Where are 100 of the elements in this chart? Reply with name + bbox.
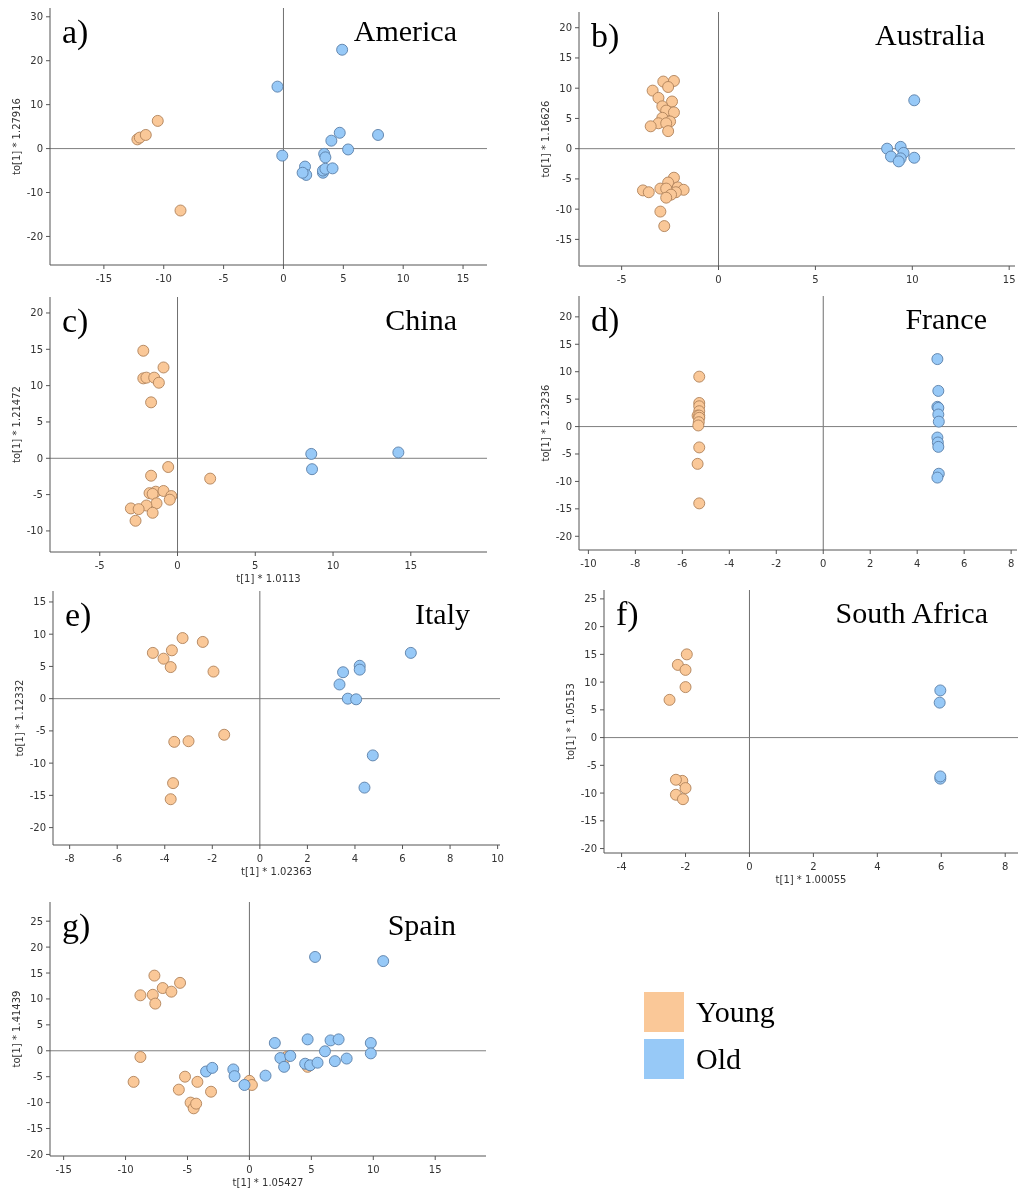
y-tick-label: -10 — [580, 787, 597, 799]
x-tick-label: 8 — [446, 853, 454, 864]
y-tick-label: 5 — [590, 704, 597, 716]
y-tick-label: 0 — [39, 693, 46, 705]
y-tick-label: -10 — [26, 1097, 43, 1109]
x-tick-label: -8 — [630, 558, 641, 569]
x-tick-label: 4 — [351, 853, 359, 864]
annotation: a) — [62, 13, 89, 51]
y-tick-label: -20 — [29, 822, 46, 834]
y-axis-title: to[1] * 1.12332 — [14, 679, 25, 757]
y-tick-label: 20 — [30, 941, 43, 953]
x-tick-label: -2 — [680, 861, 691, 872]
x-tick-label: 2 — [304, 853, 311, 864]
x-tick-label: 8 — [1002, 861, 1009, 872]
y-tick-label: 10 — [559, 82, 572, 94]
y-tick-label: 5 — [36, 416, 43, 428]
y-tick-label: 5 — [39, 660, 46, 672]
y-tick-label: 25 — [30, 915, 43, 927]
y-tick-label: -15 — [580, 815, 597, 827]
y-tick-label: 20 — [30, 307, 43, 319]
x-tick-label: 0 — [746, 861, 753, 872]
x-tick-label: 6 — [938, 861, 945, 872]
x-tick-label: 8 — [1007, 558, 1015, 569]
y-tick-label: 10 — [30, 993, 43, 1005]
y-tick-label: -5 — [33, 489, 43, 501]
y-axis-title: to[1] * 1.27916 — [11, 98, 22, 175]
x-tick-label: -5 — [94, 560, 105, 571]
y-tick-label: -15 — [26, 1123, 43, 1135]
y-tick-label: -20 — [26, 1148, 43, 1160]
chart-title: South Africa — [835, 596, 988, 629]
chart-title: America — [353, 14, 457, 47]
y-tick-label: 20 — [559, 311, 572, 323]
chart-title: France — [905, 302, 987, 335]
annotation: g) — [62, 907, 91, 945]
x-tick-label: 0 — [246, 1164, 253, 1175]
y-tick-label: 20 — [559, 22, 572, 34]
x-tick-label: -5 — [218, 273, 229, 284]
x-tick-label: 4 — [874, 861, 881, 872]
x-tick-label: 5 — [252, 560, 259, 571]
x-axis-title: t[1] * 1.00055 — [775, 874, 847, 885]
y-tick-label: 0 — [36, 452, 43, 464]
y-tick-label: 0 — [590, 732, 597, 744]
y-tick-label: 0 — [36, 1045, 43, 1057]
y-tick-label: -5 — [33, 1071, 43, 1083]
x-tick-label: 10 — [366, 1164, 380, 1175]
chart-title: Italy — [415, 597, 470, 630]
x-tick-label: -6 — [677, 558, 688, 569]
y-tick-label: 5 — [565, 393, 572, 405]
annotation: f) — [616, 595, 639, 633]
x-tick-label: 10 — [905, 274, 919, 285]
y-tick-label: -15 — [555, 233, 572, 245]
annotation: d) — [591, 301, 620, 339]
y-tick-label: 0 — [36, 143, 43, 155]
x-axis-title: t[1] * 1.05427 — [232, 1177, 304, 1188]
x-tick-label: -4 — [616, 861, 627, 872]
x-tick-label: -2 — [207, 853, 218, 864]
y-tick-label: 15 — [33, 596, 46, 608]
x-tick-label: -5 — [182, 1164, 193, 1175]
y-tick-label: -15 — [29, 789, 46, 801]
x-tick-label: 5 — [340, 273, 347, 284]
y-tick-label: 0 — [565, 143, 572, 155]
y-tick-label: 5 — [36, 1019, 43, 1031]
x-tick-label: -4 — [159, 853, 170, 864]
x-axis-title: t[1] * 1.02363 — [241, 866, 312, 877]
y-tick-label: -5 — [562, 448, 572, 460]
y-tick-label: 25 — [584, 593, 597, 605]
x-tick-label: 0 — [715, 274, 722, 285]
x-tick-label: -15 — [55, 1164, 72, 1175]
x-tick-label: -2 — [771, 558, 782, 569]
chart-title: Australia — [875, 18, 985, 51]
annotation: e) — [65, 596, 92, 634]
x-tick-label: 10 — [326, 560, 340, 571]
y-tick-label: -10 — [555, 475, 572, 487]
x-tick-label: 2 — [867, 558, 874, 569]
x-tick-label: -8 — [64, 853, 75, 864]
y-tick-label: -20 — [555, 530, 572, 542]
y-tick-label: -20 — [26, 230, 43, 242]
x-tick-label: 10 — [491, 853, 504, 864]
y-tick-label: -20 — [580, 843, 597, 855]
y-tick-label: -10 — [555, 203, 572, 215]
y-tick-label: 0 — [565, 421, 572, 433]
y-tick-label: 10 — [30, 99, 43, 111]
x-tick-label: -15 — [95, 273, 113, 284]
y-tick-label: 15 — [30, 967, 43, 979]
x-axis-title: t[1] * 1.0113 — [236, 573, 301, 584]
x-tick-label: -4 — [724, 558, 735, 569]
y-tick-label: 15 — [559, 338, 572, 350]
y-axis-title: to[1] * 1.23236 — [540, 384, 551, 462]
y-tick-label: -10 — [26, 187, 43, 199]
x-tick-label: 6 — [960, 558, 968, 569]
annotation: c) — [62, 302, 89, 340]
y-tick-label: 30 — [30, 11, 43, 23]
y-tick-label: 20 — [584, 621, 597, 633]
y-tick-label: -5 — [562, 173, 572, 185]
chart-title: Spain — [387, 908, 456, 941]
x-tick-label: 0 — [280, 273, 287, 284]
x-tick-label: -6 — [112, 853, 123, 864]
x-tick-label: 15 — [404, 560, 418, 571]
y-axis-title: to[1] * 1.41439 — [11, 990, 22, 1068]
x-tick-label: 10 — [396, 273, 410, 284]
